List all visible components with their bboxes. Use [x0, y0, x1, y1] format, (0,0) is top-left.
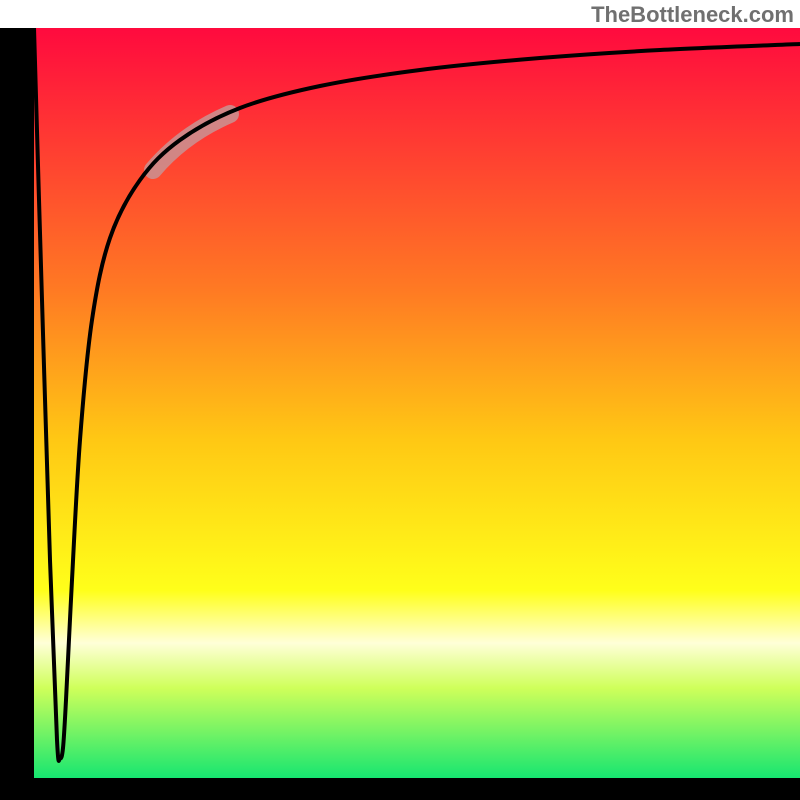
- border-bottom: [0, 778, 800, 800]
- watermark-text: TheBottleneck.com: [591, 2, 794, 28]
- plot-gradient-area: [34, 28, 800, 778]
- chart-container: TheBottleneck.com: [0, 0, 800, 800]
- border-left: [0, 28, 34, 778]
